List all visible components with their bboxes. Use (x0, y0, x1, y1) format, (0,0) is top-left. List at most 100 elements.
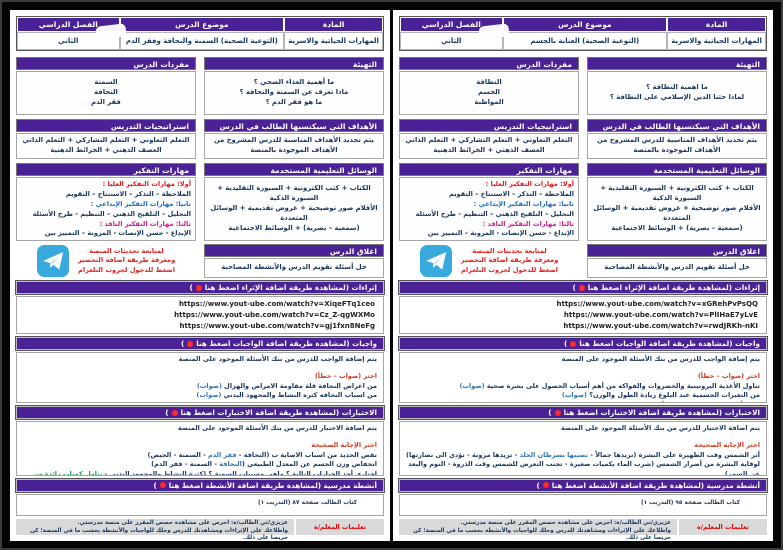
teacher-instructions-text: عزيزي/تي الطالب/ة: احرص على مشاهدة حصص ا… (16, 519, 294, 541)
telegram-note: لمتابعة تحديثات المنصة ومعرفة طريقة اضاف… (461, 247, 559, 276)
record-dot-icon (578, 284, 585, 291)
thinking-line: الإبداع - حسن الإنصات - المرونة – التميي… (44, 229, 191, 240)
aids-line: الكتاب + كتب الكترونية + السبورة التقليد… (217, 184, 371, 203)
homework-content: يتم إضافة الواجب للدرس من بنك الأسئلة ال… (16, 352, 384, 404)
test-question: لوقاية البشرة من أضرار الشمس (شرب الماء … (406, 460, 760, 476)
banner-close-paren: ) (548, 408, 552, 418)
activities-banner[interactable]: أنشطة مدرسية (لمشاهدة طريقة اضافة الأنشط… (398, 477, 768, 493)
teaching-aids-content: الكتاب + كتب الكترونية + السبورة التقليد… (587, 177, 767, 241)
semester-label: الفصل الدراسي (400, 17, 503, 32)
enrichment-banner[interactable]: إثراءات (لمشاهدة طريقة اضافة الإثراء اضغ… (398, 280, 768, 295)
tests-content: يتم اضافة الاختبار للدرس من بنك الأسئلة … (399, 421, 767, 476)
homework-question: من اسباب النحافه كثره النشاط والمجهود ال… (23, 391, 377, 401)
thinking-skills-content: أولا: مهارات التفكير العليا : الملاحظة –… (16, 177, 196, 241)
homework-banner[interactable]: واجبات (لمشاهدة طريقة اضافة الواجبات اضغ… (15, 336, 385, 351)
teaching-aids-header: الوسائل التعليمية المستخدمة (204, 163, 384, 176)
enrichment-link[interactable]: https://www.yout-ube.com/watch?v=PlIHaE7… (563, 311, 758, 320)
homework-intro: يتم إضافة الواجب للدرس من بنك الأسئلة ال… (561, 355, 760, 363)
enrichment-link[interactable]: https://www.yout-ube.com/watch?v=XiqeFTq… (178, 300, 375, 308)
tests-banner[interactable]: الاختبارات (لمشاهدة طريقة اضافة الاختبار… (398, 405, 768, 421)
correct-answer: فقر الدم (208, 450, 237, 459)
tests-prompt: اختر الإجابة الصحيحة (311, 440, 377, 449)
header-table: المادة موضوع الدرس الفصل الدراسي المهارا… (16, 16, 384, 51)
enrichment-link[interactable]: https://www.yout-ube.com/watch?v=gj1fxn8… (179, 322, 375, 331)
question-answer: (صواب) (574, 401, 599, 402)
telegram-block: لمتابعة تحديثات المنصة ومعرفة طريقة اضاف… (16, 244, 196, 278)
question-answer: (صواب) (561, 391, 587, 400)
question-text: اختاري أحد الخيارات التالية ؟ ماهي مسببا… (102, 470, 377, 476)
strategies-header: استراتيجيات التدريس (399, 119, 579, 132)
banner-close-paren: ) (180, 339, 185, 348)
enrichment-link[interactable]: https://www.yout-ube.com/watch?v=rwdJRKh… (563, 322, 758, 331)
question-text: من اسباب النحافه كثره النشاط والمجهود ال… (221, 391, 377, 400)
record-dot-icon (195, 284, 202, 291)
thinking-line: ثالثا: مهارات التفكير الناقد : (482, 219, 574, 228)
telegram-icon[interactable] (36, 245, 69, 277)
thinking-skills-section: مهارات التفكير أولا: مهارات التفكير العل… (16, 163, 196, 241)
homework-banner[interactable]: واجبات (لمشاهدة طريقة اضافة الواجبات اضغ… (398, 336, 768, 351)
question-text: انخفاض وزن الجسم عن المعدل الطبيعي ( (241, 460, 377, 469)
enrichment-links: https://www.yout-ube.com/watch?v=xGRehPv… (399, 296, 767, 334)
question-text: لوقاية البشرة من أضرار الشمس (شرب الماء … (408, 460, 760, 476)
subject-value: المهارات الحياتية والاسرية (667, 32, 766, 50)
closure-content: حل أسئلة تقويم الدرس والأنشطة المصاحبة (204, 258, 384, 278)
semester-value: الثاني (17, 32, 120, 50)
strategies-line: التعلم التعاوني + التعلم التشاركي + التع… (405, 136, 573, 145)
thinking-line: أولا: مهارات التفكير العليا : (102, 180, 191, 188)
topic-label: موضوع الدرس (502, 17, 668, 32)
objectives-header: الأهداف التي سيكتسبها الطالب في الدرس (204, 119, 384, 132)
test-question: أثر الشمس وقت الظهيرة على البشرة (تزيدها… (406, 451, 760, 461)
question-text: - تزيدها مرونة - تؤدي الى نضارتها) (406, 450, 520, 459)
question-answer: (صواب) (196, 391, 222, 400)
telegram-note-line: اضغط للدخول لجروب التلغرام (78, 265, 175, 274)
question-text: نقص الحديد من اسباب الاصابة ب (النحافة - (236, 450, 377, 459)
subject-value: المهارات الحياتية والاسرية (284, 32, 383, 50)
warmup-line: ما اهمية النظافة ؟ (646, 83, 708, 92)
header-table: المادة موضوع الدرس الفصل الدراسي المهارا… (399, 16, 767, 51)
banner-close-paren: ) (189, 283, 193, 292)
homework-banner-label: واجبات (لمشاهدة طريقة اضافة الواجبات اضغ… (196, 339, 377, 348)
homework-question: من الأعراض المصاحبة للحيض آلام الظهر وال… (406, 401, 760, 402)
homework-banner-label: واجبات (لمشاهدة طريقة اضافة الواجبات اضغ… (579, 339, 760, 348)
topic-value: (التوعية الصحية) السمنة والنحافة وفقر ال… (119, 32, 285, 50)
enrichment-link[interactable]: https://www.yout-ube.com/watch?v=Cz_Z-qg… (174, 311, 375, 320)
homework-question: تناول الأغذية البروتينية والخضروات والفو… (406, 382, 760, 392)
teaching-aids-section: الوسائل التعليمية المستخدمة الكتاب + كتب… (204, 163, 384, 241)
vocab-item: فقر الدم (91, 97, 121, 106)
closure-header: اغلاق الدرس (587, 244, 767, 257)
vocab-section: مفردات الدرس النظافة الجسم المواظبة (399, 57, 579, 115)
vocab-item: السمنة (94, 78, 118, 87)
question-text: - السمنة - الحيض) (147, 450, 209, 459)
thinking-line: ثانيا: مهارات التفكير الإبداعي : (90, 199, 191, 208)
subject-label: المادة (667, 17, 766, 32)
telegram-note-line: لمتابعة تحديثات المنصة (89, 246, 164, 255)
record-dot-icon (542, 482, 549, 489)
warmup-content: ما أهمية الغذاء الصحي ؟ ماذا تعرف عن الس… (204, 71, 384, 115)
tests-banner[interactable]: الاختبارات (لمشاهدة طريقة اضافة الاختبار… (15, 405, 385, 421)
record-dot-icon (159, 482, 166, 489)
thinking-line: الإبداع - حسن الإنصات - المرونة – التميي… (427, 229, 574, 240)
lesson-plan-page-left: المادة موضوع الدرس الفصل الدراسي المهارا… (10, 10, 390, 541)
warmup-line: ما هو فقر الدم ؟ (265, 97, 323, 106)
thinking-skills-section: مهارات التفكير أولا: مهارات التفكير العل… (399, 163, 579, 241)
telegram-note: لمتابعة تحديثات المنصة ومعرفة طريقة اضاف… (78, 247, 176, 276)
question-text: من اعراض النحافة قلة مقاومة الامراض واله… (221, 381, 377, 390)
telegram-note-line: ومعرفة طريقة اضافة التحضير (460, 256, 559, 265)
thinking-line: التحليل – التلقيح الذهني – التنظيم - طرح… (415, 209, 574, 218)
telegram-block: لمتابعة تحديثات المنصة ومعرفة طريقة اضاف… (399, 244, 579, 278)
strategies-line: العصف الذهني + الخرائط الذهنية (50, 146, 162, 154)
question-text: تناول الأغذية البروتينية والخضروات والفو… (484, 381, 760, 390)
activities-banner[interactable]: أنشطة مدرسية (لمشاهدة طريقة اضافة الأنشط… (15, 477, 385, 493)
homework-question: من التغيرات الجسمية عند البلوغ زيادة الط… (406, 391, 760, 401)
telegram-icon[interactable] (419, 245, 452, 277)
enrichment-link[interactable]: https://www.yout-ube.com/watch?v=xGRehPv… (556, 300, 758, 308)
teaching-aids-header: الوسائل التعليمية المستخدمة (587, 163, 767, 176)
banner-close-paren: ) (165, 408, 169, 418)
question-text: تعتبر الرياضة مهمة لعلاج السمنة (272, 401, 377, 402)
strategies-section: استراتيجيات التدريس التعلم التعاوني + ال… (399, 119, 579, 159)
warmup-line: لماذا حثنا الدين الإسلامي على النظافة ؟ (609, 93, 745, 101)
enrichment-banner[interactable]: إثراءات (لمشاهدة طريقة اضافة الإثراء اضغ… (15, 280, 385, 295)
warmup-header: التهيئة (587, 57, 767, 70)
strategies-line: العصف الذهني + الخرائط الذهنية (433, 146, 545, 154)
